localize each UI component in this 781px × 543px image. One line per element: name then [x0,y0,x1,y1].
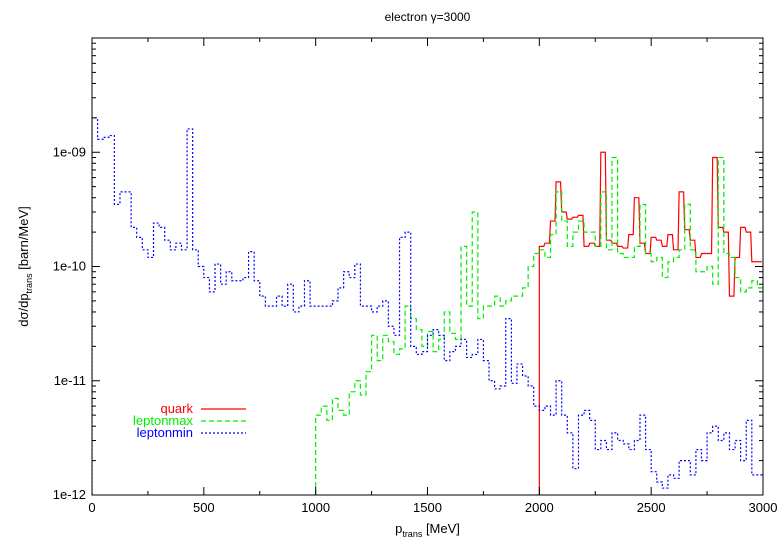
legend-label-leptonmax: leptonmax [133,413,193,428]
x-axis-label: ptrans [MeV] [395,521,460,539]
legend-label-leptonmin: leptonmin [137,425,193,440]
series-layer [92,117,763,495]
y-axis-label: dσ/dptrans [barn/MeV] [16,206,34,327]
x-tick-label: 500 [193,500,215,515]
chart-title: electron γ=3000 [385,10,471,24]
tick-layer: 0 500 1000 1500 2000 2500 3000 1e-12 1e-11 1e-10 1… [53,38,778,515]
x-tick-label: 1000 [301,500,330,515]
series-line-quark [534,151,762,495]
y-tick-label: 1e-11 [54,373,86,388]
legend-label-quark: quark [160,401,193,416]
x-tick-label: 2000 [525,500,554,515]
x-tick-label: 2500 [637,500,666,515]
y-tick-label: 1e-12 [53,487,86,502]
series-line-leptonmin [92,117,763,495]
y-tick-label: 1e-10 [53,259,86,274]
x-tick-label: 3000 [749,500,778,515]
x-tick-label: 0 [88,500,95,515]
series-line-leptonmax [315,156,763,495]
y-tick-label: 1e-09 [53,144,86,159]
x-tick-label: 1500 [413,500,442,515]
